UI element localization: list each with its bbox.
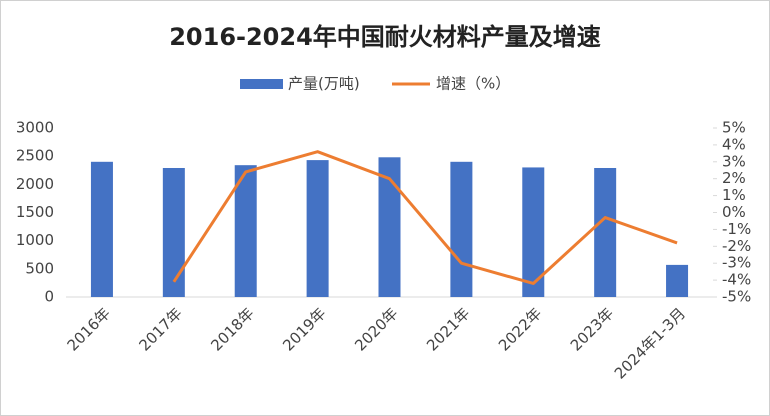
y-tick-label: 0 [44,288,54,306]
y-tick-label: 2000 [16,175,54,193]
bar [90,161,113,297]
y2-tick-label: 0% [722,203,746,221]
legend-swatch [240,79,283,89]
y2-tick-label: 1% [722,186,746,204]
y2-tick-label: -1% [722,220,751,238]
y2-tick-label: -2% [722,237,751,255]
bar [594,167,617,297]
bar [234,165,257,297]
legend-label: 产量(万吨) [288,75,360,93]
bar [666,264,689,297]
y-tick-label: 1500 [16,203,54,221]
bar [450,161,473,297]
y2-tick-label: 4% [722,135,746,153]
line [172,150,678,285]
y2-tick-label: 2% [722,169,746,187]
y-tick-label: 500 [25,259,54,277]
legend-label: 增速（%） [436,75,510,93]
bar [306,160,329,297]
y-tick-label: 2500 [16,147,54,165]
y2-tick-label: -4% [722,271,751,289]
bar [162,167,185,297]
y2-tick-label: -3% [722,254,751,272]
y2-tick-label: 5% [722,119,746,137]
y-tick-label: 3000 [16,119,54,137]
chart-title: 2016-2024年中国耐火材料产量及增速 [169,23,601,51]
y2-tick-label: -5% [722,288,751,306]
y2-tick-label: 3% [722,152,746,170]
bar [522,167,545,297]
y-tick-label: 1000 [16,231,54,249]
bar [378,157,401,297]
